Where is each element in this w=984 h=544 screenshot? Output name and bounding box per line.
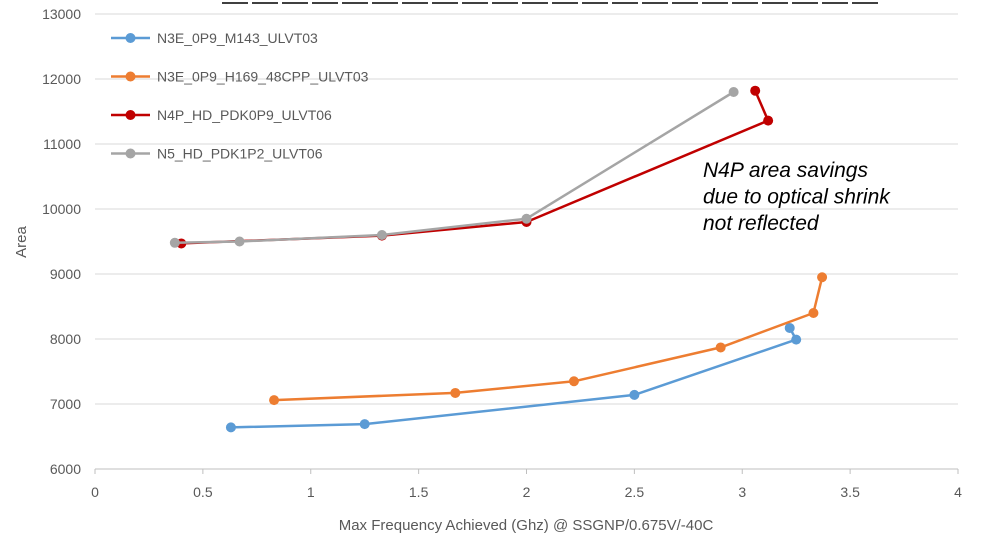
y-tick-label: 11000 (43, 136, 81, 152)
axes (94, 468, 959, 474)
data-point (784, 322, 795, 333)
annotation-line: N4P area savings (703, 159, 868, 182)
y-tick-label: 12000 (42, 71, 81, 87)
y-tick-label: 13000 (42, 6, 81, 22)
data-point (763, 115, 774, 126)
x-tick-labels: 0 0.5 1 1.5 2 2.5 3 3.5 4 (91, 484, 962, 500)
x-tick-label: 0 (91, 484, 99, 500)
series-2 (269, 272, 828, 406)
series-lines (169, 85, 828, 433)
legend-swatch-marker (125, 110, 136, 120)
legend-label: N5_HD_PDK1P2_ULVT06 (157, 146, 323, 162)
data-point (376, 230, 387, 240)
grid-lines (95, 13, 958, 405)
data-point (808, 308, 819, 318)
x-tick-label: 1.5 (409, 484, 429, 500)
data-point (225, 422, 236, 433)
data-point (629, 389, 640, 400)
data-point (750, 85, 761, 96)
legend-entry: N4P_HD_PDK0P9_ULVT06 (111, 107, 332, 123)
y-tick-label: 9000 (50, 266, 81, 282)
legend: N3E_0P9_M143_ULVT03 N3E_0P9_H169_48CPP_UL… (111, 30, 369, 162)
legend-label: N4P_HD_PDK0P9_ULVT06 (157, 107, 332, 123)
data-point (234, 236, 245, 247)
annotation-line: due to optical shrink (703, 186, 891, 209)
series-line (274, 277, 824, 402)
series-1 (225, 322, 802, 433)
y-tick-label: 6000 (50, 461, 81, 477)
legend-entry: N3E_0P9_H169_48CPP_ULVT03 (111, 69, 369, 85)
legend-swatch-marker (125, 33, 136, 43)
legend-swatch-marker (125, 71, 136, 82)
legend-label: N3E_0P9_M143_ULVT03 (157, 30, 318, 46)
legend-entry: N5_HD_PDK1P2_ULVT06 (111, 146, 323, 162)
data-point (359, 419, 370, 430)
data-point (450, 387, 461, 398)
x-axis-title: Max Frequency Achieved (Ghz) @ SSGNP/0.6… (339, 517, 714, 534)
annotation: N4P area savings due to optical shrink not… (703, 159, 891, 235)
data-point (715, 342, 726, 353)
y-tick-label: 8000 (50, 331, 81, 347)
x-tick-label: 0.5 (193, 484, 213, 500)
data-point (791, 334, 802, 345)
x-tick-label: 4 (954, 484, 962, 500)
data-point (728, 87, 739, 97)
x-tick-label: 3.5 (840, 484, 860, 500)
y-tick-labels: 6000 7000 8000 9000 10000 11000 12000 13000 (42, 6, 81, 477)
legend-swatch-marker (125, 148, 136, 159)
data-point (521, 213, 532, 224)
y-axis-title: Area (13, 226, 30, 258)
series-line (230, 327, 798, 429)
x-tick-label: 2.5 (625, 484, 645, 500)
x-tick-label: 2 (523, 484, 531, 500)
data-point (169, 237, 180, 248)
y-tick-label: 10000 (42, 201, 81, 217)
x-tick-label: 1 (307, 484, 315, 500)
legend-label: N3E_0P9_H169_48CPP_ULVT03 (157, 69, 369, 85)
data-point (568, 376, 579, 387)
legend-entry: N3E_0P9_M143_ULVT03 (111, 30, 318, 46)
series-4 (169, 87, 739, 248)
y-tick-label: 7000 (50, 396, 81, 412)
annotation-line: not reflected (703, 212, 820, 235)
data-point (817, 272, 828, 283)
x-tick-label: 3 (738, 484, 746, 500)
data-point (269, 395, 280, 406)
